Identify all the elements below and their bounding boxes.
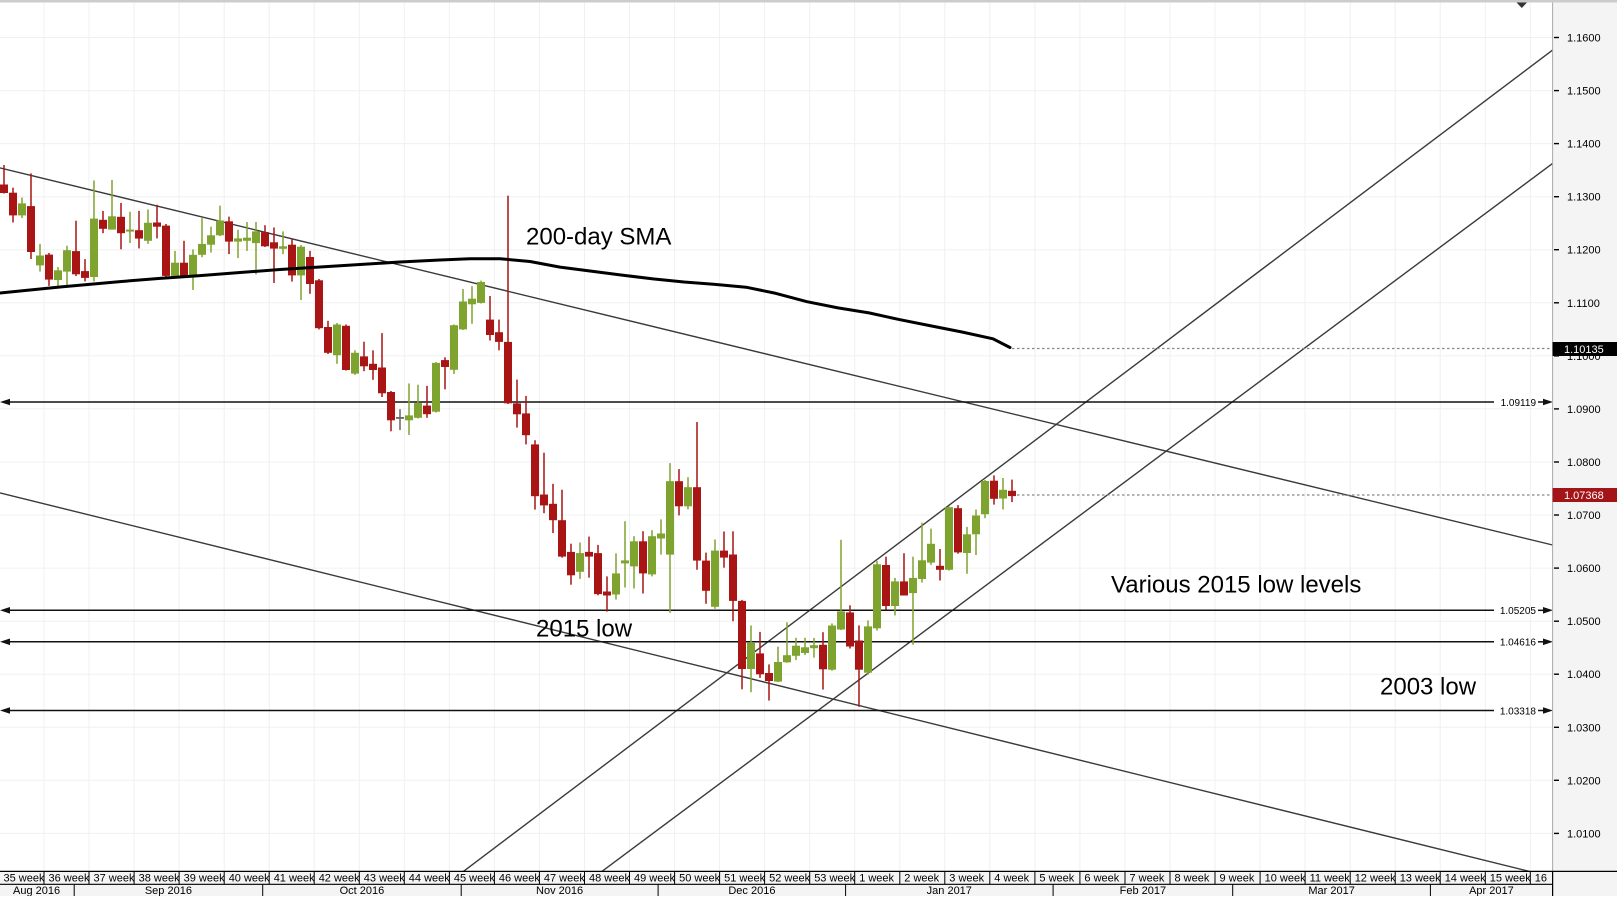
svg-text:Various 2015 low levels: Various 2015 low levels [1111, 572, 1361, 599]
svg-text:1.04616: 1.04616 [1500, 638, 1537, 649]
svg-text:Jan 2017: Jan 2017 [927, 885, 972, 896]
svg-text:2003 low: 2003 low [1380, 674, 1477, 701]
svg-text:38 week: 38 week [139, 873, 180, 885]
svg-text:41 week: 41 week [274, 873, 315, 885]
svg-text:1.0600: 1.0600 [1567, 563, 1601, 575]
svg-text:13 week: 13 week [1400, 873, 1441, 885]
svg-text:53 week: 53 week [814, 873, 855, 885]
svg-text:1.1400: 1.1400 [1567, 139, 1601, 151]
svg-text:50 week: 50 week [679, 873, 720, 885]
svg-text:12 week: 12 week [1355, 873, 1396, 885]
svg-text:1.1500: 1.1500 [1567, 86, 1601, 98]
svg-text:1.0800: 1.0800 [1567, 457, 1601, 469]
svg-text:1.03318: 1.03318 [1500, 706, 1537, 717]
svg-text:Nov 2016: Nov 2016 [536, 885, 583, 896]
svg-text:1.0400: 1.0400 [1567, 669, 1601, 681]
svg-text:47 week: 47 week [544, 873, 585, 885]
svg-text:2 week: 2 week [904, 873, 939, 885]
svg-text:8 week: 8 week [1175, 873, 1210, 885]
svg-text:1.0700: 1.0700 [1567, 510, 1601, 522]
svg-text:1.0200: 1.0200 [1567, 775, 1601, 787]
svg-text:Aug 2016: Aug 2016 [13, 885, 60, 896]
svg-text:39 week: 39 week [184, 873, 225, 885]
svg-text:48 week: 48 week [589, 873, 630, 885]
svg-text:1.0500: 1.0500 [1567, 616, 1601, 628]
svg-text:2015 low: 2015 low [536, 616, 633, 643]
svg-text:42 week: 42 week [319, 873, 360, 885]
svg-text:7 week: 7 week [1130, 873, 1165, 885]
svg-text:40 week: 40 week [229, 873, 270, 885]
svg-text:36 week: 36 week [49, 873, 90, 885]
svg-text:16: 16 [1535, 873, 1547, 885]
svg-text:15 week: 15 week [1490, 873, 1531, 885]
svg-text:1.1600: 1.1600 [1567, 33, 1601, 45]
svg-text:1.05205: 1.05205 [1500, 606, 1537, 617]
svg-text:1.0300: 1.0300 [1567, 722, 1601, 734]
svg-text:Dec 2016: Dec 2016 [728, 885, 775, 896]
svg-text:45 week: 45 week [454, 873, 495, 885]
svg-text:4 week: 4 week [994, 873, 1029, 885]
svg-text:Mar 2017: Mar 2017 [1308, 885, 1354, 896]
svg-text:Feb 2017: Feb 2017 [1120, 885, 1166, 896]
svg-text:1.10135: 1.10135 [1564, 344, 1604, 356]
svg-text:1 week: 1 week [859, 873, 894, 885]
svg-text:1.0900: 1.0900 [1567, 404, 1601, 416]
svg-text:6 week: 6 week [1084, 873, 1119, 885]
svg-text:37 week: 37 week [94, 873, 135, 885]
svg-text:14 week: 14 week [1445, 873, 1486, 885]
svg-text:35 week: 35 week [4, 873, 45, 885]
svg-text:49 week: 49 week [634, 873, 675, 885]
svg-text:200-day SMA: 200-day SMA [526, 224, 671, 251]
svg-text:43 week: 43 week [364, 873, 405, 885]
svg-text:9 week: 9 week [1220, 873, 1255, 885]
svg-text:Oct 2016: Oct 2016 [340, 885, 385, 896]
svg-text:Sep 2016: Sep 2016 [145, 885, 192, 896]
svg-text:10 week: 10 week [1265, 873, 1306, 885]
svg-text:44 week: 44 week [409, 873, 450, 885]
svg-text:1.1100: 1.1100 [1567, 298, 1600, 310]
svg-text:3 week: 3 week [949, 873, 984, 885]
svg-text:1.1300: 1.1300 [1567, 192, 1601, 204]
svg-text:51 week: 51 week [724, 873, 765, 885]
svg-text:1.1200: 1.1200 [1567, 245, 1601, 257]
svg-text:52 week: 52 week [769, 873, 810, 885]
svg-text:1.0100: 1.0100 [1567, 828, 1601, 840]
svg-text:Apr 2017: Apr 2017 [1469, 885, 1514, 896]
svg-text:5 week: 5 week [1039, 873, 1074, 885]
svg-text:1.07368: 1.07368 [1564, 490, 1604, 502]
svg-text:11 week: 11 week [1310, 873, 1351, 885]
svg-text:1.09119: 1.09119 [1501, 398, 1537, 409]
svg-text:46 week: 46 week [499, 873, 540, 885]
